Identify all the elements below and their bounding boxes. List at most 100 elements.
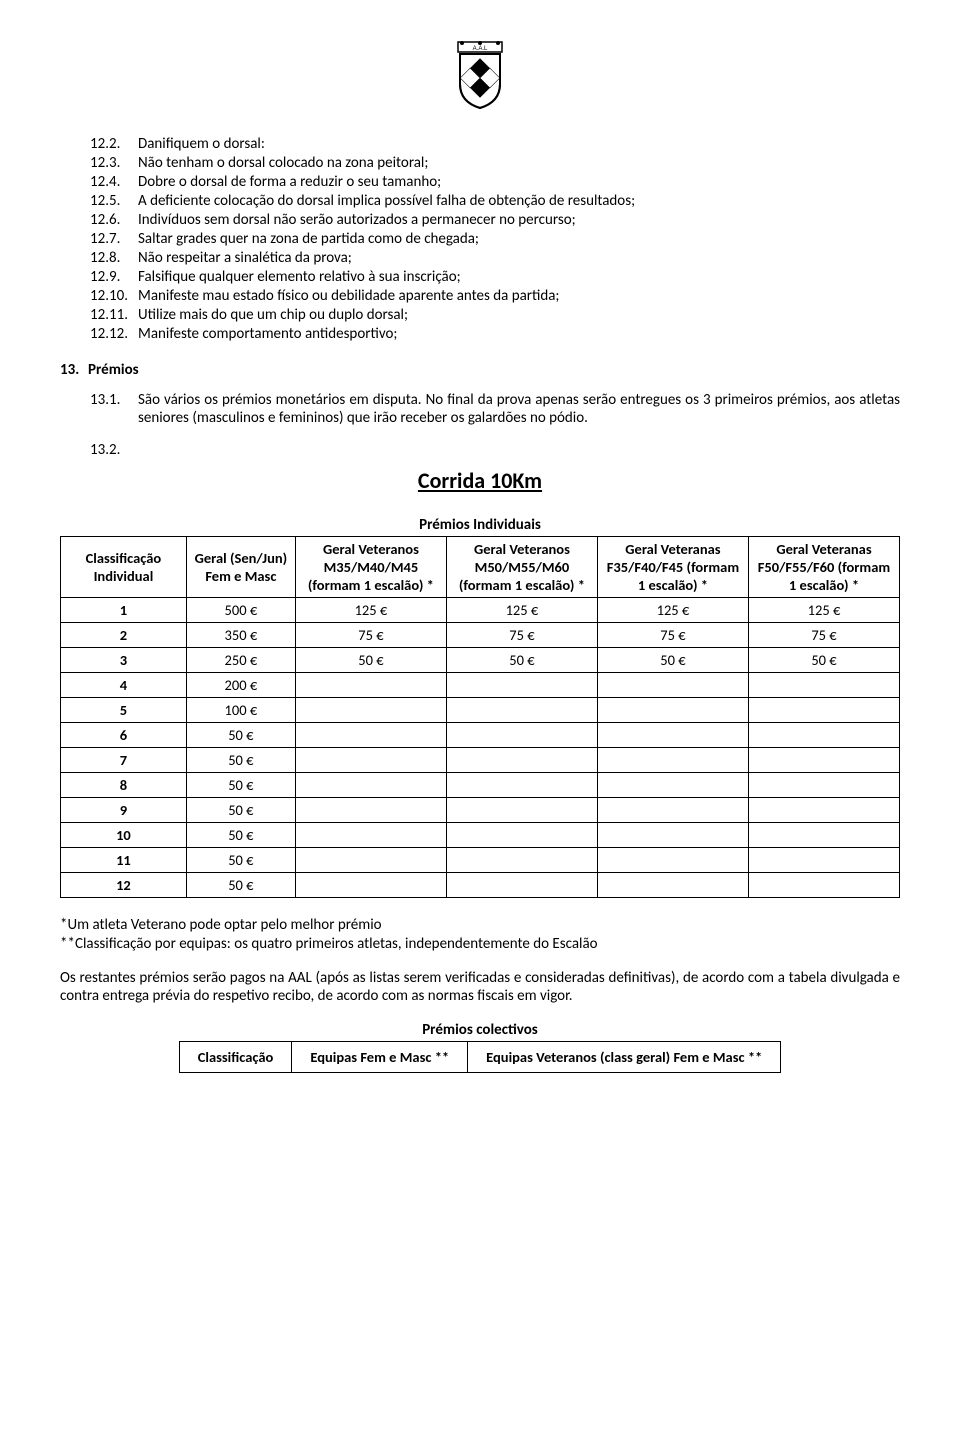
header-logo: A.A.L (60, 40, 900, 115)
footnotes: *Um atleta Veterano pode optar pelo melh… (60, 916, 900, 953)
table-cell: 6 (61, 723, 187, 748)
list-item: 12.11.Utilize mais do que um chip ou dup… (90, 306, 900, 324)
table-cell (597, 798, 748, 823)
table-cell: 7 (61, 748, 187, 773)
table-cell (446, 798, 597, 823)
list-text: Não respeitar a sinalética da prova; (138, 249, 900, 267)
table-cell: 50 € (446, 648, 597, 673)
individual-prize-table: Classificação Individual Geral (Sen/Jun)… (60, 536, 900, 898)
table-cell (748, 823, 899, 848)
table-cell: 50 € (295, 648, 446, 673)
table-row: 1150 € (61, 848, 900, 873)
table-cell (597, 848, 748, 873)
table-cell: 3 (61, 648, 187, 673)
list-text: Indivíduos sem dorsal não serão autoriza… (138, 211, 900, 229)
table-cell: 50 € (186, 798, 295, 823)
list-text: Manifeste comportamento antidesportivo; (138, 325, 900, 343)
col-header: Classificação (179, 1042, 292, 1073)
table-header-row: Classificação Equipas Fem e Masc ** Equi… (179, 1042, 781, 1073)
table-cell (446, 748, 597, 773)
list-num: 12.9. (90, 268, 138, 286)
table-cell (597, 723, 748, 748)
section-num: 13. (60, 361, 88, 379)
list-item: 12.6.Indivíduos sem dorsal não serão aut… (90, 211, 900, 229)
table-cell (748, 673, 899, 698)
table-cell: 2 (61, 623, 187, 648)
table-cell (295, 873, 446, 898)
table-cell: 12 (61, 873, 187, 898)
table-cell: 50 € (186, 823, 295, 848)
table-cell (748, 773, 899, 798)
table-cell: 50 € (186, 748, 295, 773)
table-cell: 75 € (597, 623, 748, 648)
table-cell (748, 848, 899, 873)
list-num: 12.11. (90, 306, 138, 324)
table-cell (446, 873, 597, 898)
table-cell (295, 723, 446, 748)
table-row: 2350 €75 €75 €75 €75 € (61, 623, 900, 648)
payment-paragraph: Os restantes prémios serão pagos na AAL … (60, 969, 900, 1005)
table-cell (446, 823, 597, 848)
table-row: 950 € (61, 798, 900, 823)
table-cell: 50 € (186, 723, 295, 748)
subsection-num: 13.2. (90, 441, 900, 459)
table-cell (295, 798, 446, 823)
list-text: Saltar grades quer na zona de partida co… (138, 230, 900, 248)
list-num: 12.4. (90, 173, 138, 191)
table-cell: 350 € (186, 623, 295, 648)
table-cell: 125 € (748, 598, 899, 623)
rules-list: 12.2.Danifiquem o dorsal: 12.3.Não tenha… (90, 135, 900, 343)
team-prize-table: Classificação Equipas Fem e Masc ** Equi… (179, 1041, 782, 1073)
section-paragraph: 13.1. São vários os prémios monetários e… (90, 391, 900, 427)
table-cell (295, 748, 446, 773)
col-header: Geral Veteranas F50/F55/F60 (formam 1 es… (748, 537, 899, 598)
col-header: Geral Veteranos M50/M55/M60 (formam 1 es… (446, 537, 597, 598)
table-cell (295, 698, 446, 723)
list-num: 12.10. (90, 287, 138, 305)
table-row: 650 € (61, 723, 900, 748)
svg-text:A.A.L: A.A.L (473, 46, 488, 52)
table-cell: 50 € (186, 773, 295, 798)
list-num: 12.5. (90, 192, 138, 210)
table-cell (295, 823, 446, 848)
list-item: 12.12.Manifeste comportamento antidespor… (90, 325, 900, 343)
table-cell (748, 798, 899, 823)
table-cell: 125 € (597, 598, 748, 623)
list-item: 12.4.Dobre o dorsal de forma a reduzir o… (90, 173, 900, 191)
col-header: Classificação Individual (61, 537, 187, 598)
team-prizes-title: Prémios colectivos (60, 1021, 900, 1039)
shield-logo-icon: A.A.L (450, 40, 510, 110)
para-num: 13.1. (90, 391, 138, 427)
table-cell: 4 (61, 673, 187, 698)
table-cell: 10 (61, 823, 187, 848)
list-item: 12.2.Danifiquem o dorsal: (90, 135, 900, 153)
table-cell: 200 € (186, 673, 295, 698)
table-cell (295, 773, 446, 798)
list-num: 12.12. (90, 325, 138, 343)
table-row: 1050 € (61, 823, 900, 848)
list-text: A deficiente colocação do dorsal implica… (138, 192, 900, 210)
table-cell (748, 748, 899, 773)
table-cell (446, 673, 597, 698)
list-num: 12.2. (90, 135, 138, 153)
table-cell: 50 € (186, 873, 295, 898)
footnote-b: **Classificação por equipas: os quatro p… (60, 935, 900, 953)
list-text: Não tenham o dorsal colocado na zona pei… (138, 154, 900, 172)
list-item: 12.7.Saltar grades quer na zona de parti… (90, 230, 900, 248)
table-cell: 75 € (748, 623, 899, 648)
table-cell: 50 € (186, 848, 295, 873)
table-cell (597, 773, 748, 798)
table-cell: 50 € (597, 648, 748, 673)
individual-prizes-title: Prémios Individuais (60, 516, 900, 534)
table-cell: 8 (61, 773, 187, 798)
list-num: 12.7. (90, 230, 138, 248)
table-cell (597, 673, 748, 698)
race-title: Corrida 10Km (60, 467, 900, 494)
table-cell: 250 € (186, 648, 295, 673)
list-num: 12.6. (90, 211, 138, 229)
table-cell (446, 723, 597, 748)
table-cell (748, 698, 899, 723)
table-header-row: Classificação Individual Geral (Sen/Jun)… (61, 537, 900, 598)
list-text: Danifiquem o dorsal: (138, 135, 900, 153)
list-text: Dobre o dorsal de forma a reduzir o seu … (138, 173, 900, 191)
